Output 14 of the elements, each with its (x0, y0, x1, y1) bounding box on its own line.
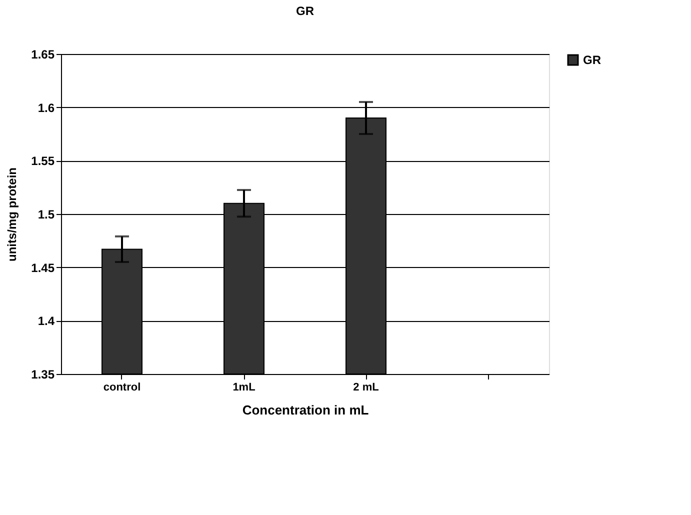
x-axis-title: Concentration in mL (242, 402, 369, 418)
y-tick-label: 1.4 (38, 314, 55, 328)
x-tick-label: control (103, 382, 141, 394)
y-tick-label: 1.5 (38, 208, 55, 222)
x-tick-label: 2 mL (353, 382, 380, 394)
legend-label: GR (583, 53, 602, 67)
chart-title: GR (296, 4, 314, 18)
x-tick-label: 1mL (232, 382, 256, 394)
y-axis-title: units/mg protein (5, 168, 20, 262)
y-tick-label: 1.65 (31, 48, 55, 62)
y-tick-label: 1.55 (31, 154, 55, 168)
y-tick-label: 1.45 (31, 260, 55, 275)
y-tick-label: 1.35 (31, 368, 55, 382)
y-tick-label: 1.6 (38, 100, 55, 115)
